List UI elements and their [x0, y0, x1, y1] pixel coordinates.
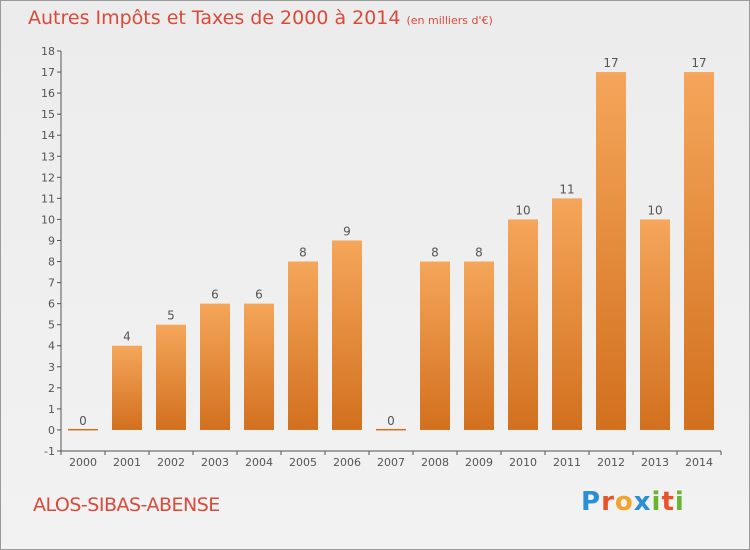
bar	[112, 345, 142, 430]
y-tick-label: 5	[48, 319, 55, 332]
proxiti-logo: Proxiti	[581, 487, 685, 517]
x-tick-label: 2001	[113, 456, 141, 469]
y-tick-label: 7	[48, 277, 55, 290]
data-label: 10	[515, 203, 530, 217]
data-label: 9	[343, 224, 351, 238]
x-tick-label: 2006	[333, 456, 361, 469]
x-tick-label: 2011	[553, 456, 581, 469]
y-tick-label: 14	[41, 129, 55, 142]
x-axis: 2000 2001 2002 2003 2004 2005 2006 2007 2008 2009…	[60, 450, 722, 469]
logo-letter: P	[581, 487, 602, 517]
x-tick-label: 2002	[157, 456, 185, 469]
y-tick-label: 15	[41, 108, 55, 121]
bar	[68, 428, 98, 431]
bar	[552, 198, 582, 430]
y-tick-label: 11	[41, 192, 55, 205]
data-label: 0	[79, 414, 87, 428]
data-label: 8	[475, 246, 483, 260]
y-tick-label: 16	[41, 87, 55, 100]
x-tick-label: 2005	[289, 456, 317, 469]
bar	[420, 261, 450, 430]
data-label: 17	[691, 56, 706, 70]
bar-series	[68, 72, 714, 431]
x-tick-label: 2003	[201, 456, 229, 469]
bar	[156, 324, 186, 430]
x-tick-label: 2007	[377, 456, 405, 469]
y-tick-label: 17	[41, 66, 55, 79]
x-tick-label: 2008	[421, 456, 449, 469]
y-tick-label: 8	[48, 256, 55, 269]
bar	[464, 261, 494, 430]
data-label: 5	[167, 309, 175, 323]
x-tick-label: 2004	[245, 456, 273, 469]
y-tick-label: 6	[48, 298, 55, 311]
data-label: 0	[387, 414, 395, 428]
location-name: ALOS-SIBAS-ABENSE	[33, 494, 220, 516]
x-tick-label: 2012	[597, 456, 625, 469]
y-tick-label: 0	[48, 424, 55, 437]
data-label: 10	[647, 203, 662, 217]
chart-subtitle: (en milliers d'€)	[406, 14, 493, 27]
logo-letter: i	[651, 487, 662, 517]
x-tick-label: 2010	[509, 456, 537, 469]
y-tick-label: 10	[41, 213, 55, 226]
y-tick-label: 4	[48, 340, 55, 353]
bar	[332, 240, 362, 430]
logo-letter: i	[674, 487, 685, 517]
data-label: 17	[603, 56, 618, 70]
logo-letter: r	[601, 487, 615, 517]
x-tick-label: 2013	[641, 456, 669, 469]
y-tick-label: 9	[48, 234, 55, 247]
bar	[244, 303, 274, 430]
bar	[508, 219, 538, 430]
y-tick-label: 3	[48, 361, 55, 374]
x-tick-label: 2009	[465, 456, 493, 469]
logo-letter: o	[614, 487, 634, 517]
logo-letter: t	[661, 487, 675, 517]
bar	[200, 303, 230, 430]
bar	[640, 219, 670, 430]
y-tick-label: 1	[48, 403, 55, 416]
y-tick-label: 18	[41, 45, 55, 58]
data-label: 8	[431, 246, 439, 260]
data-label: 4	[123, 330, 131, 344]
data-label: 6	[255, 288, 263, 302]
y-tick-label: 13	[41, 150, 55, 163]
bar	[684, 72, 714, 430]
y-tick-label: -1	[44, 445, 55, 458]
chart-title-text: Autres Impôts et Taxes de 2000 à 2014	[28, 7, 401, 29]
logo-letter: x	[633, 487, 652, 517]
bar	[596, 72, 626, 430]
y-tick-label: 2	[48, 382, 55, 395]
data-label: 8	[299, 246, 307, 260]
data-labels: 0 4 5 6 6 8 9 0 8 8 10 11 17 10 17	[79, 56, 706, 428]
chart-title: Autres Impôts et Taxes de 2000 à 2014 (en…	[28, 7, 493, 29]
y-tick-label: 12	[41, 171, 55, 184]
data-label: 6	[211, 288, 219, 302]
bar	[376, 428, 406, 431]
x-tick-label: 2000	[69, 456, 97, 469]
x-tick-label: 2014	[685, 456, 713, 469]
bar	[288, 261, 318, 430]
data-label: 11	[559, 182, 574, 196]
